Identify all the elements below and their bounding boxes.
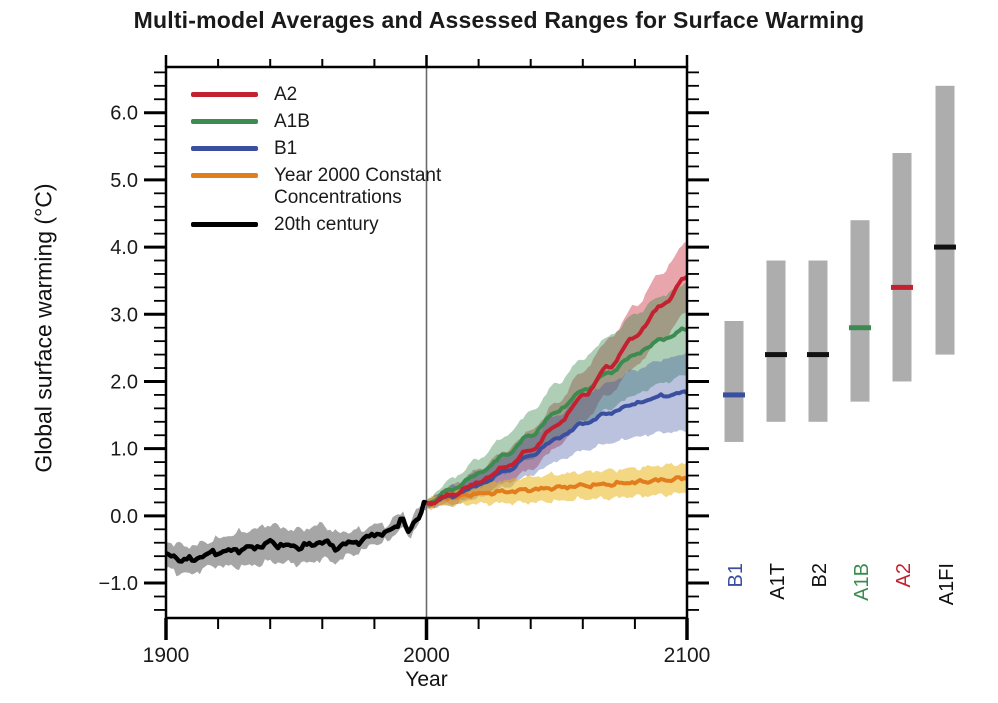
legend-swatch-a1b xyxy=(191,119,258,124)
legend-label-constant: Year 2000 Constant Concentrations xyxy=(274,165,442,208)
x-axis-label: Year xyxy=(405,668,448,691)
legend-label-a1b: A1B xyxy=(274,111,310,132)
legend-item-century20: 20th century xyxy=(191,214,441,236)
best-estimate-line-a1fi xyxy=(934,244,956,250)
y-tick-label: 5.0 xyxy=(110,170,138,192)
assessed-range-bar-b2 xyxy=(808,260,828,422)
axis-ticks xyxy=(144,55,709,640)
legend-swatch-constant xyxy=(191,173,258,178)
assessed-range-bar-a1t xyxy=(766,260,786,422)
assessed-range-bar-a1b xyxy=(850,220,870,402)
assessed-range-bar-b1 xyxy=(724,320,744,442)
best-estimate-line-a2 xyxy=(891,284,913,290)
best-estimate-line-b2 xyxy=(807,352,829,358)
y-tick-label: 3.0 xyxy=(110,304,138,326)
legend-item-a1b: A1B xyxy=(191,111,441,133)
legend-label-century20: 20th century xyxy=(274,214,379,235)
assessed-range-bar-a1fi xyxy=(935,85,955,355)
legend-item-constant: Year 2000 Constant Concentrations xyxy=(191,165,441,209)
legend-label-b1: B1 xyxy=(274,138,298,159)
x-tick-label: 2100 xyxy=(664,644,711,667)
best-estimate-line-a1t xyxy=(765,352,787,358)
legend-item-a2: A2 xyxy=(191,84,441,106)
plot-area xyxy=(166,67,687,618)
x-tick-label: 1900 xyxy=(143,644,190,667)
series-line-a1b xyxy=(425,326,687,506)
scenario-label-a1fi: A1FI xyxy=(936,563,958,605)
scenario-label-b2: B2 xyxy=(809,563,831,587)
band-20th-century xyxy=(166,497,427,577)
x-tick-label: 2000 xyxy=(403,644,450,667)
y-tick-label: 6.0 xyxy=(110,103,138,125)
scenario-label-a1b: A1B xyxy=(851,563,873,601)
y-tick-label: 4.0 xyxy=(110,237,138,259)
legend-swatch-a2 xyxy=(191,92,258,97)
legend-item-b1: B1 xyxy=(191,138,441,160)
best-estimate-line-a1b xyxy=(849,325,871,331)
y-tick-label: 1.0 xyxy=(110,439,138,461)
legend-swatch-b1 xyxy=(191,146,258,151)
assessed-range-bar-a2 xyxy=(892,153,912,382)
legend-label-a2: A2 xyxy=(274,84,298,105)
series-line-a2 xyxy=(426,275,687,506)
y-tick-label: 0.0 xyxy=(110,506,138,528)
scenario-label-a1t: A1T xyxy=(767,563,789,600)
band-b1 xyxy=(426,351,687,509)
y-tick-label: 2.0 xyxy=(110,371,138,393)
best-estimate-line-b1 xyxy=(723,392,745,398)
series-line-20th-century xyxy=(166,499,428,564)
y-tick-label: −1.0 xyxy=(99,573,138,595)
legend-swatch-century20 xyxy=(191,222,258,227)
scenario-label-b1: B1 xyxy=(725,563,747,587)
scenario-label-a2: A2 xyxy=(893,563,915,587)
chart-title: Multi-model Averages and Assessed Ranges… xyxy=(133,7,865,33)
band-a1b xyxy=(426,282,687,509)
legend: A2 A1B B1 Year 2000 Constant Concentrations 2… xyxy=(191,84,441,241)
series-line-year-2000-constant-concentrations xyxy=(426,475,687,507)
